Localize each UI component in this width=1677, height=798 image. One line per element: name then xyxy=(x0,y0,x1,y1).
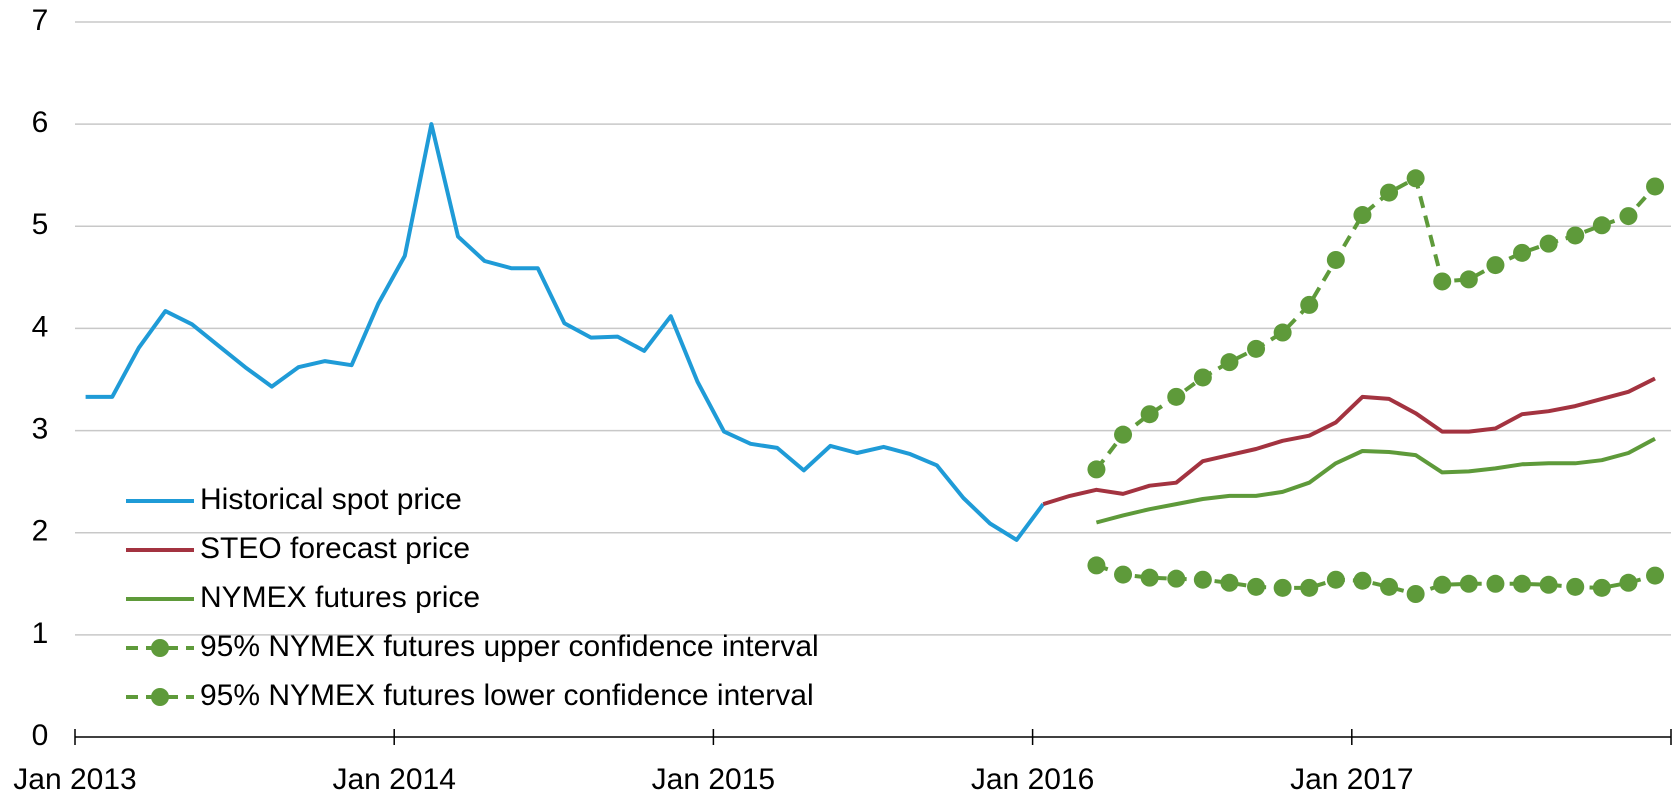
series-marker xyxy=(1566,226,1585,245)
series-marker xyxy=(1247,339,1266,358)
series-marker xyxy=(1433,575,1452,594)
series-line xyxy=(1095,436,1656,525)
series-marker xyxy=(1406,169,1425,188)
series-line xyxy=(1042,376,1656,507)
series-marker xyxy=(1247,577,1266,596)
series-marker xyxy=(1193,570,1212,589)
series-marker xyxy=(1353,206,1372,225)
y-tick-label: 0 xyxy=(32,719,49,752)
y-tick-label: 2 xyxy=(32,515,49,548)
y-tick-label: 7 xyxy=(32,4,49,37)
series-marker xyxy=(1193,368,1212,387)
series-line xyxy=(1094,176,1657,471)
legend-marker xyxy=(151,688,169,706)
x-tick-label: Jan 2016 xyxy=(971,763,1094,796)
y-tick-label: 3 xyxy=(32,412,49,445)
series-marker xyxy=(1513,243,1532,262)
series-marker xyxy=(1140,568,1159,587)
series-marker xyxy=(1326,250,1345,269)
legend-label: NYMEX futures price xyxy=(200,581,480,614)
legend-label: STEO forecast price xyxy=(200,532,470,565)
series-marker xyxy=(1486,574,1505,593)
series-marker xyxy=(1326,570,1345,589)
series-marker xyxy=(1167,569,1186,588)
series-marker xyxy=(1539,234,1558,253)
series-marker xyxy=(1486,256,1505,275)
series-marker xyxy=(1619,207,1638,226)
series-marker xyxy=(1353,571,1372,590)
series-marker xyxy=(1140,405,1159,424)
series-marker xyxy=(1380,183,1399,202)
series-marker xyxy=(1513,574,1532,593)
series-marker xyxy=(1220,353,1239,372)
series-marker xyxy=(1273,578,1292,597)
legend-label: 95% NYMEX futures upper confidence inter… xyxy=(200,630,819,663)
series-marker xyxy=(1459,270,1478,289)
series-marker xyxy=(1220,573,1239,592)
series-marker xyxy=(1566,577,1585,596)
series-marker xyxy=(1592,216,1611,235)
y-tick-label: 6 xyxy=(32,106,49,139)
series-marker xyxy=(1114,425,1133,444)
series-marker xyxy=(1619,573,1638,592)
series-marker xyxy=(1539,575,1558,594)
series-marker xyxy=(1592,578,1611,597)
x-tick-label: Jan 2015 xyxy=(652,763,775,796)
legend-label: 95% NYMEX futures lower confidence inter… xyxy=(200,679,814,712)
x-tick-label: Jan 2017 xyxy=(1290,763,1413,796)
legend-marker xyxy=(151,639,169,657)
series-line xyxy=(85,122,1045,542)
series-marker xyxy=(1087,556,1106,575)
series-marker xyxy=(1380,577,1399,596)
series-marker xyxy=(1114,565,1133,584)
series-marker xyxy=(1406,585,1425,603)
series-marker xyxy=(1646,177,1665,196)
y-tick-label: 1 xyxy=(32,617,49,650)
series-marker xyxy=(1646,566,1665,585)
y-tick-label: 5 xyxy=(32,208,49,241)
series-marker xyxy=(1433,272,1452,291)
series-marker xyxy=(1167,387,1186,406)
series-marker xyxy=(1273,323,1292,342)
series-marker xyxy=(1300,578,1319,597)
y-tick-label: 4 xyxy=(32,310,49,343)
x-tick-label: Jan 2014 xyxy=(332,763,455,796)
series-marker xyxy=(1300,295,1319,314)
x-tick-label: Jan 2013 xyxy=(13,763,136,796)
series-marker xyxy=(1459,574,1478,593)
series-marker xyxy=(1087,460,1106,479)
legend-label: Historical spot price xyxy=(200,483,462,516)
series-line xyxy=(1095,563,1656,596)
